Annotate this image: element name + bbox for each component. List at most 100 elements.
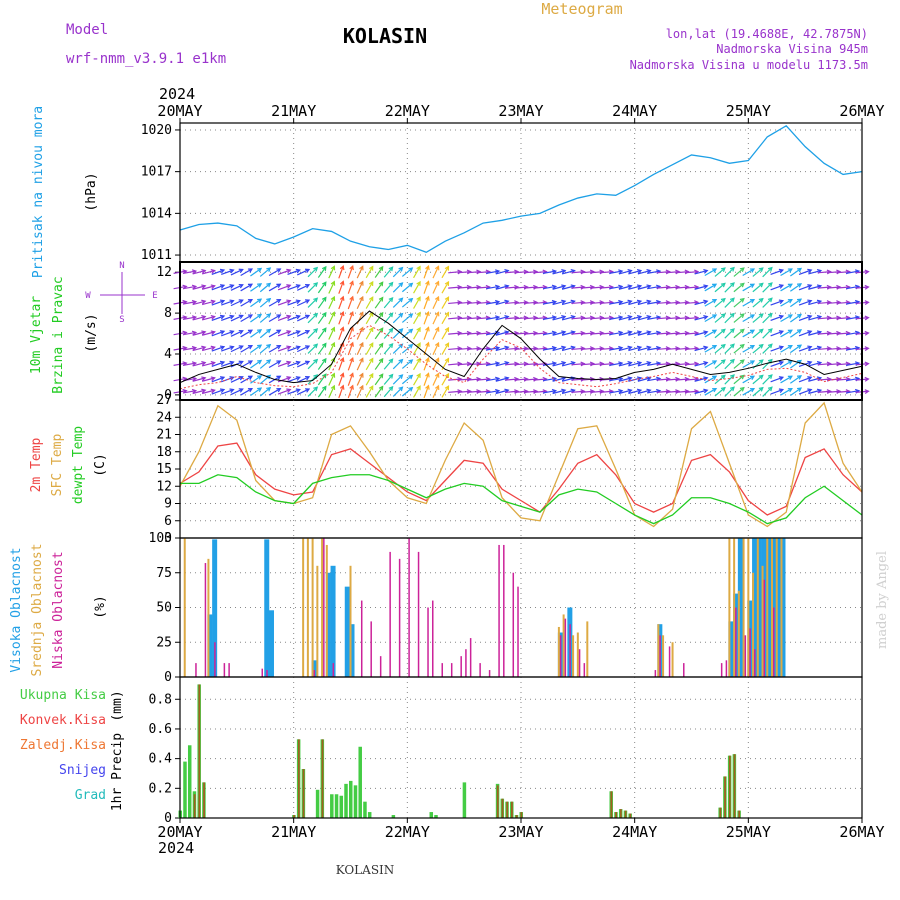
wind-arrow	[307, 343, 318, 354]
convective-rain-bar	[615, 812, 618, 818]
wind-arrow	[790, 298, 802, 308]
wind-arrow	[221, 389, 234, 395]
wind-arrow	[201, 346, 215, 352]
wind-arrow	[666, 317, 680, 320]
wind-arrow-head	[321, 327, 327, 333]
wind-arrow	[486, 331, 500, 336]
wind-arrow	[448, 271, 462, 274]
wind-arrow	[817, 271, 831, 274]
wind-arrow	[441, 296, 449, 309]
wind-arrow	[656, 390, 670, 393]
wind-arrow-head	[434, 357, 440, 363]
wind-arrow	[523, 332, 537, 335]
wind-arrow-head	[321, 357, 327, 363]
wind-arrow	[467, 301, 481, 305]
wind-arrow	[250, 298, 262, 308]
total-rain-bar	[183, 761, 187, 818]
wind-arrow	[356, 342, 364, 356]
wind-arrow	[259, 282, 271, 293]
y-tick-label: 24	[156, 410, 172, 425]
wind-arrow	[599, 390, 613, 393]
wind-arrow	[192, 285, 206, 290]
wind-arrow	[347, 327, 354, 340]
wind-arrow	[666, 347, 680, 351]
low-cloud-bar	[408, 538, 410, 677]
y-tick-label: 0.2	[149, 781, 172, 796]
wind-arrow	[733, 313, 745, 323]
wind-arrow	[259, 359, 271, 369]
total-rain-bar	[367, 812, 372, 818]
low-cloud-bar	[465, 649, 467, 677]
wind-arrow	[268, 388, 281, 396]
wind-arrow	[347, 373, 354, 386]
wind-arrow-head	[238, 375, 244, 381]
wind-arrow-head	[778, 299, 785, 305]
wind-arrow	[571, 301, 585, 305]
compass-south: S	[119, 315, 124, 325]
wind-arrow	[240, 283, 253, 292]
wind-arrow-head	[729, 343, 735, 349]
wind-arrow	[647, 362, 661, 366]
wind-arrow-head	[286, 345, 292, 351]
wind-arrow-head	[636, 315, 643, 320]
wind-arrow	[413, 327, 421, 340]
wind-arrow-head	[408, 374, 414, 380]
wind-arrow	[347, 342, 354, 356]
wind-arrow	[752, 374, 764, 385]
wind-arrow-head	[618, 345, 624, 351]
wind-arrow	[599, 317, 613, 320]
wind-arrow	[392, 343, 403, 354]
wind-arrow	[432, 327, 440, 340]
panel-temperature: 3 6 9 12 15 18 21 24 27	[156, 393, 863, 546]
wind-arrow	[192, 361, 206, 367]
wind-arrow	[423, 265, 430, 279]
wind-arrow	[533, 301, 547, 305]
wind-arrow-head	[767, 374, 773, 379]
wind-arrow	[505, 271, 519, 274]
wind-arrow	[296, 284, 310, 291]
wind-arrow	[392, 313, 403, 324]
wind-arrow-head	[720, 343, 726, 349]
wind-arrow	[296, 268, 310, 276]
wind-arrow	[317, 327, 327, 340]
low-cloud-bar	[398, 558, 401, 677]
total-rain-bar	[434, 815, 438, 818]
wind-arrow-head	[864, 330, 870, 336]
wind-arrow-head	[627, 376, 633, 382]
wind-arrow-head	[787, 268, 793, 273]
wind-arrow	[656, 347, 670, 351]
wind-arrow-head	[201, 376, 207, 382]
wind-arrow	[656, 286, 670, 289]
wind-arrow	[590, 363, 604, 366]
wind-arrow-head	[787, 375, 793, 381]
wind-arrow	[328, 281, 335, 294]
low-cloud-bar	[763, 579, 766, 677]
wind-arrow	[441, 327, 449, 340]
wind-arrow	[338, 265, 344, 279]
wind-arrow-head	[276, 299, 282, 304]
wind-arrow-head	[444, 311, 450, 317]
total-rain-bar	[358, 746, 362, 818]
wind-arrow	[684, 390, 699, 393]
wind-arrow-head	[425, 310, 430, 317]
wind-arrow-head	[321, 296, 327, 302]
mid-cloud-bar	[728, 538, 731, 677]
wind-arrow-head	[219, 376, 226, 381]
wind-arrow	[827, 301, 841, 305]
wind-arrow	[742, 360, 755, 368]
wind-arrow-head	[398, 282, 404, 287]
wind-arrow-head	[712, 314, 718, 319]
wind-arrow	[599, 332, 613, 335]
wind-arrow	[441, 312, 449, 325]
high-cloud-bar	[775, 538, 781, 677]
wind-arrow-head	[408, 386, 414, 392]
wind-arrow-head	[313, 312, 319, 318]
wind-arrow	[211, 315, 225, 322]
wind-arrow	[374, 343, 384, 355]
total-rain-bar	[344, 783, 348, 818]
wind-arrow	[192, 346, 206, 352]
wind-arrow	[552, 300, 566, 306]
compass-east: E	[152, 291, 157, 301]
wind-arrow	[762, 374, 773, 385]
wind-arrow	[307, 282, 318, 293]
